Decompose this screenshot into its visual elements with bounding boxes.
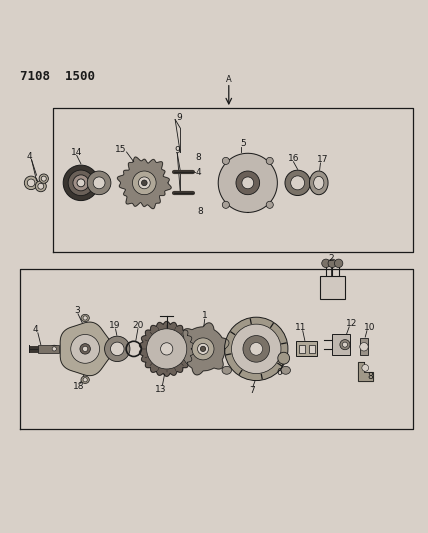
Circle shape bbox=[342, 342, 348, 347]
Circle shape bbox=[83, 346, 88, 351]
Polygon shape bbox=[140, 321, 194, 376]
Circle shape bbox=[73, 175, 89, 191]
Circle shape bbox=[328, 259, 336, 268]
Text: 4: 4 bbox=[195, 168, 201, 177]
Bar bbox=[309, 345, 315, 353]
Circle shape bbox=[77, 179, 85, 187]
Text: 8: 8 bbox=[367, 372, 373, 381]
Circle shape bbox=[334, 259, 343, 268]
Circle shape bbox=[340, 340, 350, 350]
Text: 15: 15 bbox=[115, 144, 127, 154]
Text: 4: 4 bbox=[26, 152, 32, 161]
Circle shape bbox=[278, 352, 290, 364]
Bar bbox=[332, 334, 350, 355]
Circle shape bbox=[41, 176, 46, 181]
Circle shape bbox=[24, 176, 38, 190]
Circle shape bbox=[243, 336, 270, 362]
Circle shape bbox=[52, 347, 56, 351]
Circle shape bbox=[236, 171, 260, 195]
Circle shape bbox=[138, 177, 150, 189]
Text: 10: 10 bbox=[364, 323, 375, 332]
Text: 14: 14 bbox=[71, 148, 83, 157]
Circle shape bbox=[291, 176, 305, 190]
Text: A: A bbox=[226, 75, 232, 84]
Circle shape bbox=[192, 338, 214, 360]
Ellipse shape bbox=[281, 366, 291, 374]
Ellipse shape bbox=[222, 366, 232, 374]
Circle shape bbox=[266, 157, 273, 165]
Bar bbox=[299, 345, 305, 353]
Circle shape bbox=[87, 171, 111, 195]
Circle shape bbox=[39, 174, 48, 183]
Text: 18: 18 bbox=[73, 382, 85, 391]
Circle shape bbox=[250, 343, 263, 355]
Circle shape bbox=[68, 170, 94, 196]
Circle shape bbox=[322, 259, 330, 268]
Text: 9: 9 bbox=[176, 114, 182, 122]
Circle shape bbox=[63, 165, 99, 200]
Circle shape bbox=[200, 346, 205, 351]
Circle shape bbox=[362, 365, 369, 372]
Text: 2: 2 bbox=[329, 254, 334, 263]
Polygon shape bbox=[117, 157, 171, 209]
Circle shape bbox=[285, 170, 310, 196]
Polygon shape bbox=[177, 323, 229, 375]
Circle shape bbox=[83, 378, 87, 382]
Text: 3: 3 bbox=[74, 306, 80, 316]
Circle shape bbox=[147, 329, 187, 369]
Text: 16: 16 bbox=[288, 154, 299, 163]
Text: 8: 8 bbox=[195, 153, 201, 162]
Ellipse shape bbox=[81, 314, 89, 321]
Circle shape bbox=[38, 183, 44, 189]
Text: 7: 7 bbox=[249, 386, 255, 395]
Ellipse shape bbox=[309, 171, 328, 195]
Bar bbox=[296, 341, 318, 357]
Text: 13: 13 bbox=[155, 384, 167, 393]
Circle shape bbox=[104, 336, 130, 361]
Text: 1: 1 bbox=[202, 311, 208, 320]
Circle shape bbox=[266, 201, 273, 208]
Text: 8: 8 bbox=[198, 207, 203, 216]
Text: 20: 20 bbox=[132, 321, 144, 330]
Text: 9: 9 bbox=[174, 146, 180, 155]
Text: 19: 19 bbox=[109, 321, 120, 330]
Circle shape bbox=[83, 316, 87, 320]
Polygon shape bbox=[358, 361, 373, 381]
Circle shape bbox=[198, 343, 208, 354]
Text: 4: 4 bbox=[33, 325, 38, 334]
Circle shape bbox=[27, 179, 35, 187]
Circle shape bbox=[35, 181, 46, 192]
Circle shape bbox=[80, 344, 90, 354]
Circle shape bbox=[360, 343, 368, 351]
Ellipse shape bbox=[81, 376, 89, 383]
Circle shape bbox=[225, 317, 288, 381]
Circle shape bbox=[133, 171, 156, 195]
Ellipse shape bbox=[314, 176, 324, 189]
Text: 7108  1500: 7108 1500 bbox=[20, 70, 95, 83]
Bar bbox=[360, 338, 368, 355]
Circle shape bbox=[242, 177, 254, 189]
Circle shape bbox=[110, 342, 124, 356]
Circle shape bbox=[232, 324, 281, 374]
Circle shape bbox=[160, 343, 173, 355]
Text: 11: 11 bbox=[295, 323, 306, 332]
Circle shape bbox=[93, 177, 105, 189]
Ellipse shape bbox=[50, 345, 59, 352]
Bar bbox=[320, 276, 345, 299]
Circle shape bbox=[222, 201, 229, 208]
Bar bbox=[38, 345, 59, 353]
Text: 5: 5 bbox=[241, 140, 247, 149]
Circle shape bbox=[71, 335, 100, 364]
Polygon shape bbox=[60, 322, 113, 376]
Text: 17: 17 bbox=[317, 155, 329, 164]
Text: 6: 6 bbox=[276, 368, 282, 377]
Circle shape bbox=[222, 157, 229, 165]
Text: 12: 12 bbox=[346, 319, 357, 328]
Polygon shape bbox=[218, 154, 277, 213]
Circle shape bbox=[142, 180, 147, 185]
